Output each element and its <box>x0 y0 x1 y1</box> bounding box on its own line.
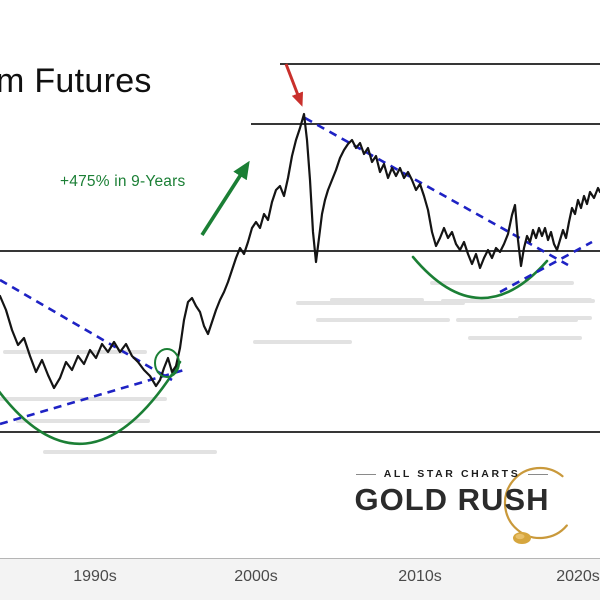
x-tick-label: 2000s <box>234 568 278 585</box>
dashed-trendline <box>0 368 185 426</box>
gold-rush-logo-art <box>503 466 568 544</box>
rounding-bottom-arc <box>411 255 549 300</box>
x-tick-label: 1990s <box>73 568 117 585</box>
rounding-bottom-arc <box>0 360 182 446</box>
breakout-circle <box>154 348 180 378</box>
gain-arrow <box>200 160 250 236</box>
x-tick-label: 2020s <box>556 568 600 585</box>
peak-arrow <box>284 63 304 107</box>
price-line <box>0 112 600 390</box>
price-chart-canvas <box>0 63 600 454</box>
x-axis: 1990s 2000s 2010s 2020s <box>0 558 600 600</box>
dashed-trendline <box>0 278 173 382</box>
gold-swoosh-icon <box>503 466 568 540</box>
logo-goldrush-text: GOLD RUSH <box>354 482 550 517</box>
logo-allstarcharts-text: ALL STAR CHARTS <box>383 468 521 480</box>
logo-rule-left <box>355 473 376 475</box>
gain-annotation: +475% in 9-Years <box>60 173 186 190</box>
logo-rule-right <box>528 473 549 475</box>
x-tick-label: 2010s <box>398 568 442 585</box>
dashed-trendline <box>499 240 593 294</box>
logo-subtitle-row: ALL STAR CHARTS <box>336 468 568 480</box>
logo: ALL STAR CHARTS GOLD RUSH <box>336 468 568 518</box>
gold-nugget-highlight <box>515 533 525 540</box>
chart-title: m Futures <box>0 62 152 100</box>
